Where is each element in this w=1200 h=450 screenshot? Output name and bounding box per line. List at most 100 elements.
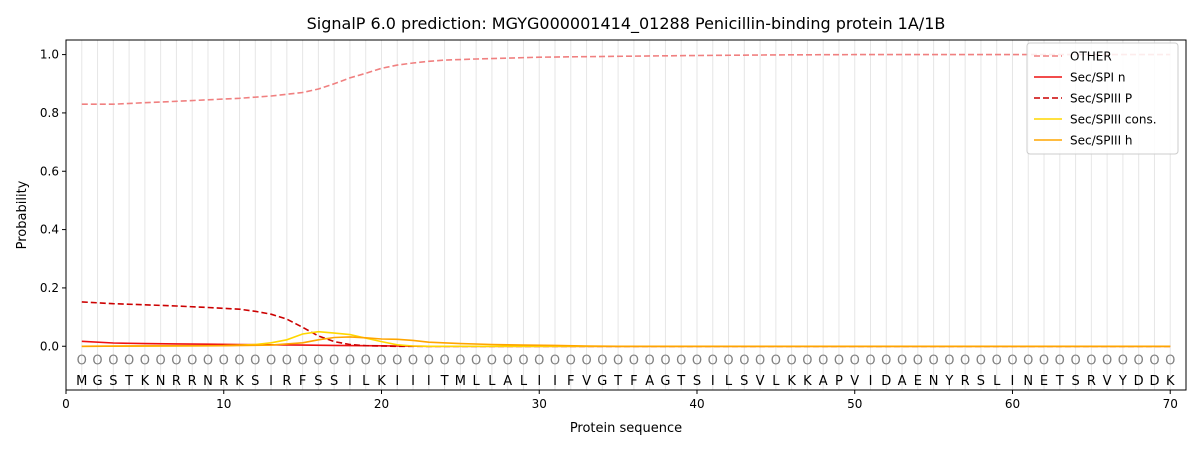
sequence-residue: R [1087, 374, 1096, 389]
region-label: O [787, 353, 797, 368]
y-tick-label: 0.0 [40, 339, 59, 353]
region-label: O [881, 353, 891, 368]
region-label: O [708, 353, 718, 368]
region-label: O [250, 353, 260, 368]
sequence-residue: R [219, 374, 228, 389]
sequence-residue: S [109, 374, 117, 389]
sequence-residue: R [188, 374, 197, 389]
sequence-residue: K [1166, 374, 1175, 389]
region-label: O [1023, 353, 1033, 368]
sequence-residue: L [362, 374, 370, 389]
sequence-residue: T [1055, 374, 1064, 389]
region-label: O [361, 353, 371, 368]
sequence-residue: I [553, 374, 557, 389]
series-lines [81, 53, 1171, 348]
region-label: O [408, 353, 418, 368]
region-label: O [376, 353, 386, 368]
region-label: O [329, 353, 339, 368]
sequence-residue: N [203, 374, 213, 389]
region-label: O [108, 353, 118, 368]
region-label: O [471, 353, 481, 368]
sequence-residue: T [613, 374, 622, 389]
region-label: O [345, 353, 355, 368]
region-label: O [1039, 353, 1049, 368]
region-label: O [976, 353, 986, 368]
sequence-residue: L [488, 374, 496, 389]
x-tick-label: 70 [1163, 397, 1178, 411]
sequence-residue: D [881, 374, 891, 389]
sequence-residue: V [850, 374, 859, 389]
sequence-residue: K [787, 374, 796, 389]
sequence-residue: L [725, 374, 733, 389]
region-label: O [503, 353, 513, 368]
sequence-residue: I [537, 374, 541, 389]
region-label: O [1007, 353, 1017, 368]
region-label: O [1055, 353, 1065, 368]
legend: OTHER Sec/SPI n Sec/SPIII P Sec/SPIII cons.… [1026, 42, 1179, 155]
sequence-residue: S [330, 374, 338, 389]
sequence-residue: L [473, 374, 481, 389]
region-label: O [739, 353, 749, 368]
region-label: O [692, 353, 702, 368]
legend-box [1026, 42, 1179, 155]
region-label: O [597, 353, 607, 368]
region-label: O [550, 353, 560, 368]
region-label: O [992, 353, 1002, 368]
region-label: O [77, 353, 87, 368]
sequence-residue: L [993, 374, 1001, 389]
region-label: O [818, 353, 828, 368]
y-tick-label: 0.8 [40, 106, 59, 120]
sequence-residue: F [630, 374, 637, 389]
y-tick-label: 0.6 [40, 164, 59, 178]
sequence-residue: V [1103, 374, 1112, 389]
region-label: O [392, 353, 402, 368]
sequence-residue: Y [944, 374, 953, 389]
region-label: O [660, 353, 670, 368]
region-label: O [219, 353, 229, 368]
sequence-residue: I [269, 374, 273, 389]
region-label: O [723, 353, 733, 368]
chart-title: SignalP 6.0 prediction: MGYG000001414_01… [307, 14, 946, 34]
region-label: O [282, 353, 292, 368]
sequence-residue: S [1071, 374, 1079, 389]
region-label: O [629, 353, 639, 368]
region-label: O [944, 353, 954, 368]
sequence-residue: I [411, 374, 415, 389]
sequence-residue: E [914, 374, 922, 389]
sequence-residue: I [427, 374, 431, 389]
y-axis-label: Probability [15, 180, 30, 249]
position-gridlines [81, 40, 1171, 390]
region-label: O [581, 353, 591, 368]
sequence-residue: N [1023, 374, 1033, 389]
region-label: O [439, 353, 449, 368]
region-label: O [1134, 353, 1144, 368]
x-tick-label: 0 [62, 397, 70, 411]
series-line-3 [81, 330, 1171, 348]
region-label: O [755, 353, 765, 368]
sequence-residue: I [711, 374, 715, 389]
y-tick-label: 0.2 [40, 281, 59, 295]
sequence-residue: M [455, 374, 466, 389]
region-label: O [850, 353, 860, 368]
sequence-annotation: MOGOSOTOKONORORONOROKOSOIOROFOSOSOIOLOKO… [76, 353, 1175, 388]
sequence-residue: A [503, 374, 512, 389]
region-label: O [266, 353, 276, 368]
region-label: O [518, 353, 528, 368]
sequence-residue: S [740, 374, 748, 389]
region-label: O [171, 353, 181, 368]
region-label: O [1102, 353, 1112, 368]
x-tick-label: 60 [1005, 397, 1020, 411]
sequence-residue: S [251, 374, 259, 389]
region-label: O [203, 353, 213, 368]
sequence-residue: S [314, 374, 322, 389]
sequence-residue: A [645, 374, 654, 389]
x-axis-label: Protein sequence [570, 421, 682, 436]
legend-label-3: Sec/SPIII cons. [1070, 113, 1157, 127]
sequence-residue: Y [1118, 374, 1127, 389]
sequence-residue: T [440, 374, 449, 389]
region-label: O [676, 353, 686, 368]
sequence-residue: G [660, 374, 670, 389]
region-label: O [424, 353, 434, 368]
